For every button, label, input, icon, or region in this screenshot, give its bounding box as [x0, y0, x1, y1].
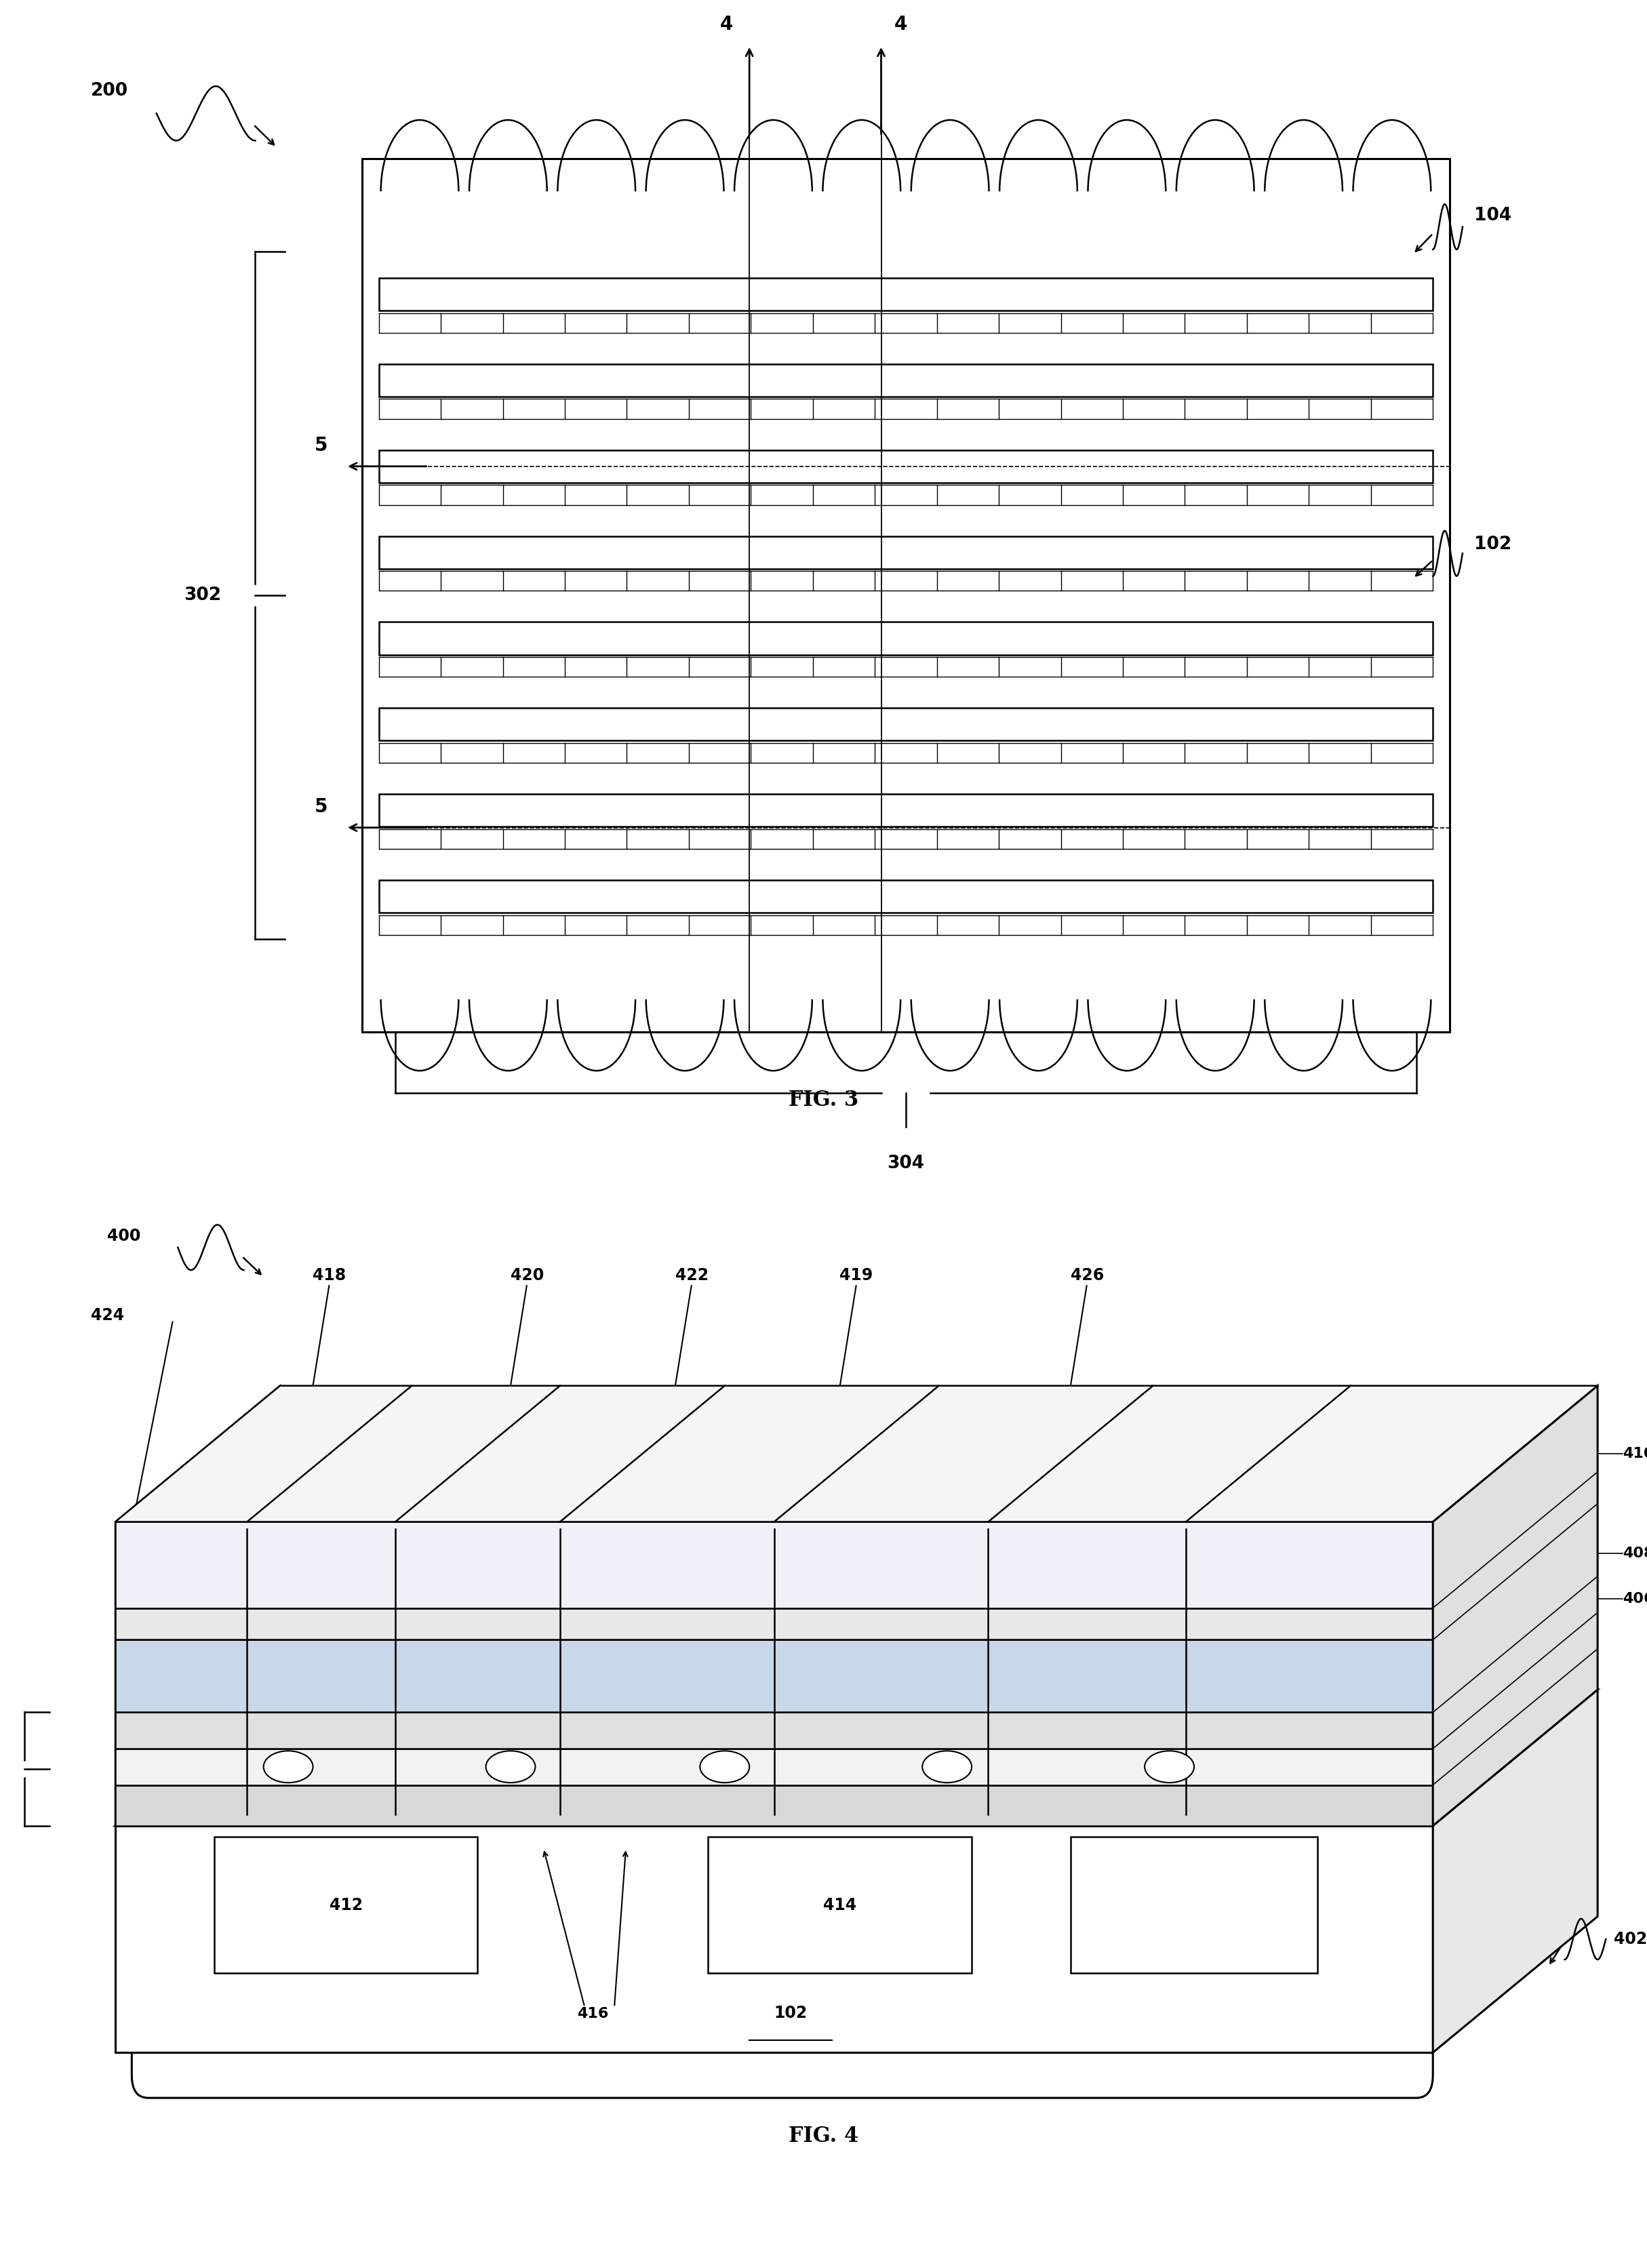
Polygon shape [115, 1576, 1598, 1712]
Polygon shape [1433, 1386, 1598, 1826]
Text: 406: 406 [1622, 1592, 1647, 1606]
Text: 304: 304 [888, 1154, 924, 1173]
Polygon shape [115, 1649, 1598, 1785]
Bar [379, 449, 1433, 483]
Bar [362, 159, 1449, 1032]
Polygon shape [115, 1826, 1433, 2053]
Bar [379, 363, 1433, 397]
Polygon shape [115, 1690, 1598, 1826]
Polygon shape [115, 1608, 1433, 1640]
Text: 408: 408 [1622, 1547, 1647, 1560]
Text: 5: 5 [315, 798, 328, 816]
Ellipse shape [486, 1751, 535, 1783]
Bar [379, 621, 1433, 655]
Text: 402: 402 [1614, 1930, 1647, 1948]
Text: 400: 400 [107, 1227, 140, 1245]
Polygon shape [1071, 1837, 1318, 1973]
Polygon shape [115, 1522, 1433, 1608]
Text: FIG. 3: FIG. 3 [789, 1089, 858, 1111]
Polygon shape [115, 1472, 1598, 1608]
Text: 5: 5 [315, 435, 328, 456]
Bar [379, 794, 1433, 828]
Polygon shape [115, 1613, 1598, 1749]
Text: 412: 412 [329, 1896, 362, 1914]
Polygon shape [115, 1386, 1598, 1522]
Text: 424: 424 [91, 1306, 124, 1325]
Text: 104: 104 [1474, 206, 1512, 225]
Bar [379, 708, 1433, 742]
Ellipse shape [922, 1751, 972, 1783]
Ellipse shape [700, 1751, 749, 1783]
Bar [379, 535, 1433, 569]
Polygon shape [115, 1640, 1433, 1712]
Polygon shape [115, 1386, 280, 1826]
Bar [379, 279, 1433, 311]
Polygon shape [115, 1785, 1433, 1826]
Text: 410: 410 [1622, 1447, 1647, 1461]
Bar [379, 880, 1433, 912]
Ellipse shape [264, 1751, 313, 1783]
Text: 102: 102 [1474, 535, 1512, 553]
Polygon shape [115, 1749, 1433, 1785]
Text: 426: 426 [1071, 1268, 1103, 1284]
Text: 200: 200 [91, 82, 128, 100]
Ellipse shape [1145, 1751, 1194, 1783]
Polygon shape [214, 1837, 478, 1973]
Polygon shape [115, 1712, 1433, 1749]
Text: 4: 4 [894, 16, 907, 34]
Text: 4: 4 [720, 16, 733, 34]
Polygon shape [115, 1504, 1598, 1640]
Text: 416: 416 [576, 2007, 609, 2021]
Text: 102: 102 [774, 2005, 807, 2021]
Polygon shape [708, 1837, 972, 1973]
Text: 418: 418 [313, 1268, 346, 1284]
Text: 414: 414 [823, 1896, 856, 1914]
FancyBboxPatch shape [132, 1701, 1433, 2098]
Text: 419: 419 [840, 1268, 873, 1284]
Polygon shape [1433, 1690, 1598, 2053]
Text: FIG. 4: FIG. 4 [789, 2125, 858, 2148]
Text: 422: 422 [675, 1268, 708, 1284]
Text: 302: 302 [184, 587, 221, 603]
Text: 420: 420 [511, 1268, 544, 1284]
